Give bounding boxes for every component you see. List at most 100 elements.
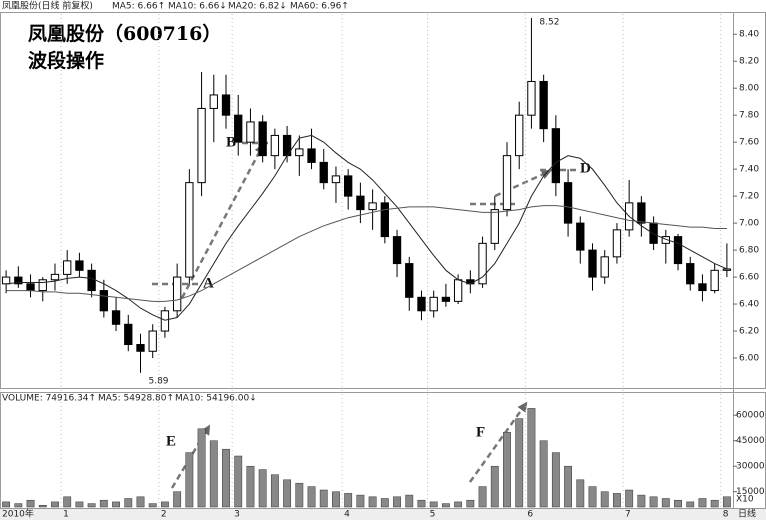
candle-body	[63, 260, 72, 275]
price-header: 凤凰股份(日线 前复权)	[2, 0, 93, 12]
y-tick-label: 7.00	[739, 219, 759, 229]
candle-body	[722, 268, 732, 271]
volume-bar	[478, 486, 487, 508]
volume-bar	[295, 482, 304, 508]
candle-body	[38, 279, 47, 292]
volume-bar	[26, 499, 35, 508]
candle-body	[185, 182, 194, 278]
candle-body	[588, 249, 597, 278]
candle-body	[197, 107, 206, 184]
volume-bar	[515, 418, 524, 508]
annotation: B	[226, 134, 236, 150]
ma-label: MA5: 6.66↑	[112, 2, 165, 12]
volume-bar	[246, 465, 255, 508]
candle-body	[441, 296, 451, 302]
x-tick-label: 4	[344, 510, 350, 520]
volume-bar	[417, 499, 426, 508]
candle-body	[319, 161, 328, 184]
volume-bar	[564, 465, 572, 508]
volume-bar	[527, 408, 536, 508]
volume-bar	[222, 448, 230, 508]
volume-bar	[405, 494, 414, 508]
candle-body	[87, 269, 96, 292]
candle-body	[673, 236, 683, 265]
candle-body	[453, 279, 463, 302]
volume-bar	[283, 479, 292, 508]
arrows	[152, 141, 578, 489]
volume-bar	[539, 440, 548, 508]
volume-bar	[661, 498, 670, 508]
annotation: A	[203, 275, 214, 291]
candle-body	[148, 330, 157, 352]
volume-bar	[161, 501, 169, 508]
candle-body	[1, 276, 11, 285]
annotation: D	[580, 160, 591, 176]
ma-label: MA10: 54196.00↓	[175, 394, 257, 404]
x-tick-label: 7	[625, 510, 631, 520]
volume-bar	[136, 496, 145, 508]
candle-body	[368, 202, 377, 211]
candle-body	[710, 269, 719, 292]
ma-label: MA20: 6.82↓	[228, 2, 287, 12]
candle-body	[551, 128, 561, 184]
volume-bar	[124, 498, 133, 508]
volume-bar	[2, 501, 11, 508]
volume-bar	[710, 499, 719, 508]
candle-body	[478, 242, 487, 285]
volume-bar	[503, 431, 511, 508]
x-tick-label: 2	[161, 510, 167, 520]
y-tick-label: 7.40	[739, 165, 759, 175]
candle-body	[295, 148, 304, 157]
volume-bar	[722, 496, 731, 508]
candle-body	[246, 121, 255, 143]
candle-body	[111, 310, 121, 325]
candle-body	[99, 290, 109, 312]
candle-body	[405, 263, 414, 298]
y-tick-label: 7.60	[739, 138, 759, 148]
subtitle: 波段操作	[28, 49, 104, 72]
candle-body	[539, 80, 548, 130]
ma-line	[6, 205, 727, 302]
y-tick-label: 6.60	[739, 273, 759, 283]
candle-body	[75, 260, 84, 271]
candle-body	[576, 222, 585, 251]
volume-bar	[674, 499, 682, 508]
y-tick-label: 8.00	[739, 84, 759, 94]
candle-body	[124, 323, 133, 346]
candle-body	[331, 175, 341, 184]
volume-bar	[319, 489, 328, 508]
y-tick-label: 45000	[736, 436, 765, 446]
volume-bar	[99, 499, 108, 508]
volume-bar	[393, 496, 401, 508]
candle-body	[234, 114, 243, 143]
volume-bar	[637, 494, 646, 508]
volume-bar	[344, 493, 353, 508]
y-tick-label: 6.20	[739, 327, 759, 337]
y-tick-label: 30000	[736, 462, 765, 472]
candle-body	[136, 344, 145, 352]
x-tick-label: 2010年	[2, 508, 34, 520]
candle-body	[649, 222, 658, 244]
low-label: 5.89	[148, 376, 168, 386]
volume-bar	[576, 479, 585, 508]
volume-bar	[588, 486, 597, 508]
period-label: 日线	[738, 508, 756, 520]
volume-bar	[38, 505, 47, 508]
volume-bar	[368, 496, 377, 508]
candle-body	[392, 236, 402, 265]
x-tick-label: 5	[430, 510, 436, 520]
ma-line	[6, 134, 728, 321]
candle-body	[417, 296, 426, 312]
volume-bar	[209, 440, 218, 508]
date-strip	[0, 509, 766, 520]
volume-bar	[600, 491, 609, 508]
candle-body	[209, 94, 218, 109]
candle-body	[661, 236, 670, 244]
candle-body	[270, 134, 280, 157]
ma-label: MA5: 54928.80↑	[98, 394, 174, 404]
y-tick-label: 6.40	[739, 300, 759, 310]
y-tick-label: 6.80	[739, 246, 759, 256]
x-tick-label: 8	[723, 510, 729, 520]
volume-bar	[613, 493, 621, 508]
volume-bar	[686, 501, 695, 508]
